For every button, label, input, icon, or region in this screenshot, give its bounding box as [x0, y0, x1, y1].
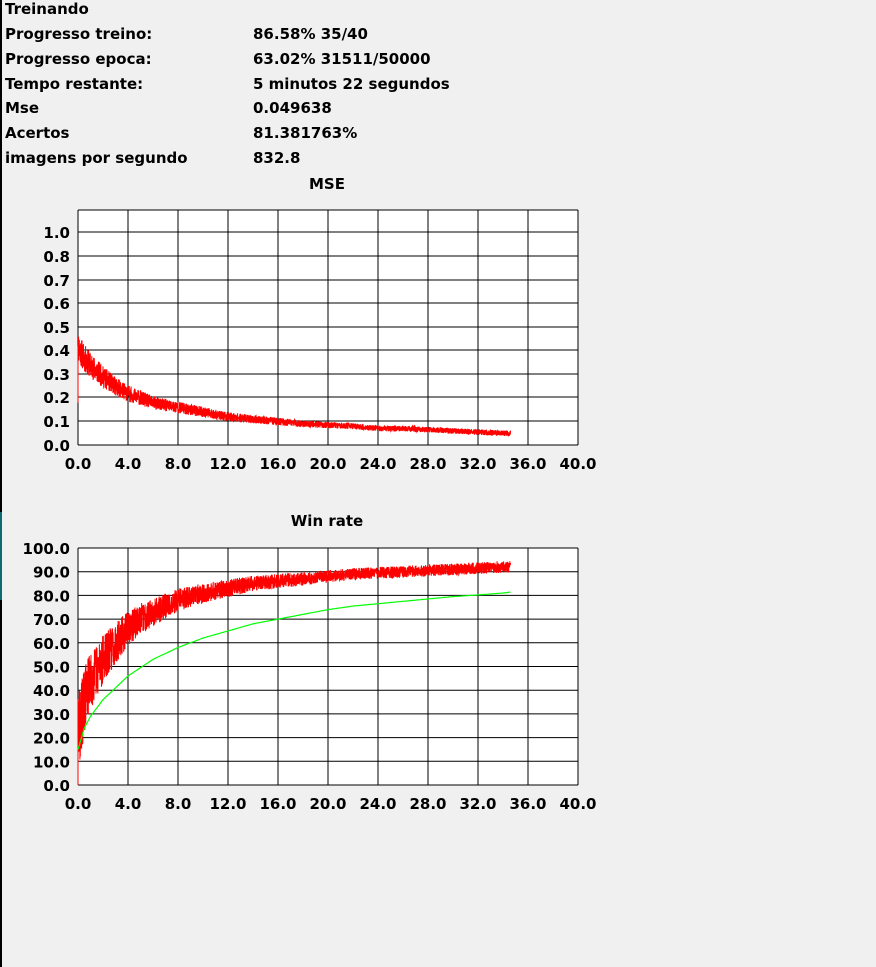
win-rate-y-tick-label: 20.0 — [33, 730, 70, 748]
window-left-accent — [0, 512, 2, 600]
win-rate-y-tick-label: 30.0 — [33, 706, 70, 724]
win-rate-series-line-1 — [77, 591, 511, 750]
win-rate-chart-title: Win rate — [291, 512, 363, 530]
mse-x-tick-label: 24.0 — [359, 455, 396, 473]
mse-y-tick-label: 0.4 — [43, 342, 70, 360]
win-rate-x-tick-label: 40.0 — [559, 795, 596, 813]
win-rate-x-tick-label: 36.0 — [509, 795, 546, 813]
mse-x-tick-label: 16.0 — [259, 455, 296, 473]
win-rate-x-tick-label: 8.0 — [165, 795, 192, 813]
mse-y-tick-label: 1.0 — [43, 224, 70, 242]
stat-label-accuracy: Acertos — [5, 124, 70, 142]
mse-y-tick-label: 0.5 — [43, 319, 70, 337]
stat-value-epoch-progress: 63.02% 31511/50000 — [253, 50, 431, 68]
stat-value-mse: 0.049638 — [253, 99, 332, 117]
win-rate-x-tick-label: 4.0 — [115, 795, 142, 813]
mse-y-tick-label: 0.3 — [43, 366, 70, 384]
win-rate-x-tick-label: 16.0 — [259, 795, 296, 813]
stat-value-time-remaining: 5 minutos 22 segundos — [253, 75, 450, 93]
win-rate-y-tick-label: 70.0 — [33, 611, 70, 629]
stat-label-train-progress: Progresso treino: — [5, 25, 153, 43]
mse-x-tick-label: 0.0 — [65, 455, 92, 473]
win-rate-y-tick-label: 10.0 — [33, 753, 70, 771]
mse-x-tick-label: 4.0 — [115, 455, 142, 473]
win-rate-y-tick-label: 0.0 — [43, 777, 70, 795]
mse-x-tick-label: 40.0 — [559, 455, 596, 473]
mse-x-tick-label: 20.0 — [309, 455, 346, 473]
mse-y-tick-label: 0.0 — [43, 437, 70, 455]
stat-label-images-per-second: imagens por segundo — [5, 149, 188, 167]
win-rate-y-tick-label: 50.0 — [33, 659, 70, 677]
win-rate-chart: Win rate 0.0 4.0 8.0 12.0 16.0 20.0 24.0 28.0 32.… — [23, 512, 597, 813]
stat-label-time-remaining: Tempo restante: — [5, 75, 144, 93]
mse-x-tick-label: 28.0 — [409, 455, 446, 473]
mse-y-tick-label: 0.2 — [43, 389, 70, 407]
mse-y-tick-label: 0.7 — [43, 272, 70, 290]
training-status-heading: Treinando — [5, 0, 89, 18]
win-rate-y-tick-label: 60.0 — [33, 635, 70, 653]
mse-x-tick-label: 12.0 — [209, 455, 246, 473]
win-rate-y-tick-label: 100.0 — [23, 540, 70, 558]
stat-value-images-per-second: 832.8 — [253, 149, 301, 167]
mse-x-tick-label: 36.0 — [509, 455, 546, 473]
mse-y-tick-label: 0.6 — [43, 295, 70, 313]
win-rate-x-tick-label: 12.0 — [209, 795, 246, 813]
mse-y-tick-label: 0.8 — [43, 248, 70, 266]
win-rate-x-tick-label: 20.0 — [309, 795, 346, 813]
mse-chart-title: MSE — [309, 175, 345, 193]
mse-chart: MSE 0.0 4.0 8.0 12.0 16.0 20.0 24.0 28.0 32.0 36.0… — [43, 175, 596, 473]
mse-series-line-0 — [77, 336, 511, 437]
mse-y-tick-label: 0.1 — [43, 413, 70, 431]
win-rate-series-line-0 — [77, 561, 511, 760]
stat-value-train-progress: 86.58% 35/40 — [253, 25, 368, 43]
mse-x-tick-label: 8.0 — [165, 455, 192, 473]
win-rate-x-tick-label: 28.0 — [409, 795, 446, 813]
stat-value-accuracy: 81.381763% — [253, 124, 358, 142]
win-rate-y-tick-label: 40.0 — [33, 682, 70, 700]
stat-label-epoch-progress: Progresso epoca: — [5, 50, 152, 68]
win-rate-x-tick-label: 32.0 — [459, 795, 496, 813]
stat-label-mse: Mse — [5, 99, 40, 117]
win-rate-y-tick-label: 80.0 — [33, 587, 70, 605]
win-rate-x-tick-label: 24.0 — [359, 795, 396, 813]
mse-x-tick-label: 32.0 — [459, 455, 496, 473]
win-rate-x-tick-label: 0.0 — [65, 795, 92, 813]
win-rate-y-tick-label: 90.0 — [33, 564, 70, 582]
window-left-border — [0, 0, 2, 967]
